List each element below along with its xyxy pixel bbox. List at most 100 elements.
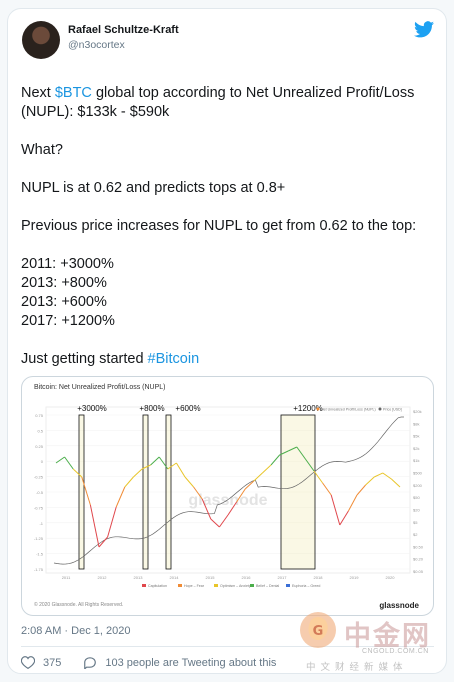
tweeting-about-text: 103 people are Tweeting about this: [105, 656, 277, 669]
nupl-line-segment: [373, 472, 384, 478]
author-handle[interactable]: @n3ocortex: [68, 39, 125, 51]
nupl-line-segment: [287, 446, 298, 452]
x-tick-label: 2020: [386, 575, 396, 580]
tweet-text-part: global top according to Net Unrealized P…: [21, 85, 417, 367]
tweet-card[interactable]: Rafael Schultze-Kraft @n3ocortex Next $B…: [7, 8, 447, 674]
nupl-line-segment: [158, 456, 169, 470]
nupl-line-segment: [98, 536, 108, 548]
gain-annotation: +1200%: [293, 404, 323, 413]
tweet-text-part: Next: [21, 85, 55, 101]
nupl-line-segment: [296, 446, 306, 460]
y-right-tick-label: $500: [413, 471, 423, 476]
tweet-text: Next $BTC global top according to Net Un…: [21, 65, 441, 369]
gain-annotation: +800%: [139, 404, 164, 413]
y-right-tick-label: $20: [413, 507, 420, 512]
x-tick-label: 2017: [278, 575, 288, 580]
y-left-tick-label: -0.75: [34, 505, 44, 510]
tweet-image[interactable]: Bitcoin: Net Unrealized Profit/Loss (NUP…: [21, 376, 434, 616]
nupl-line-segment: [270, 454, 280, 466]
nupl-line-segment: [391, 478, 401, 488]
nupl-line-segment: [133, 468, 143, 478]
nupl-line-segment: [72, 468, 83, 478]
y-right-tick-label: $0.05: [413, 569, 424, 574]
x-tick-label: 2015: [206, 575, 216, 580]
x-tick-label: 2014: [170, 575, 180, 580]
y-left-tick-label: 0.75: [35, 413, 44, 418]
y-left-tick-label: 0.5: [37, 428, 43, 433]
watermark-url: CNGOLD.COM.CN: [362, 648, 429, 655]
nupl-line-segment: [227, 501, 238, 516]
cngold-logo-icon: G: [300, 612, 336, 648]
nupl-line-segment: [81, 476, 91, 506]
nupl-line-segment: [141, 464, 151, 470]
y-left-tick-label: 0.25: [35, 444, 44, 449]
legend-price: Price [USD]: [383, 408, 402, 412]
chart-copyright: © 2020 Glassnode. All Rights Reserved.: [34, 602, 124, 608]
nupl-line-segment: [107, 506, 117, 538]
price-line: [53, 416, 404, 565]
chart-title: Bitcoin: Net Unrealized Profit/Loss (NUP…: [34, 384, 166, 391]
legend-marker: [286, 584, 290, 587]
nupl-line-segment: [210, 518, 220, 528]
plot-area: [45, 406, 411, 574]
x-tick-label: 2011: [62, 575, 71, 580]
hashtag-bitcoin-link[interactable]: #Bitcoin: [147, 351, 200, 367]
y-right-tick-label: $5k: [413, 434, 419, 439]
y-left-tick-label: 0: [41, 459, 44, 464]
nupl-line-segment: [124, 476, 134, 488]
y-right-tick-label: $200: [413, 483, 423, 488]
nupl-line-segment: [184, 476, 194, 488]
heart-icon: [21, 656, 35, 669]
y-right-tick-label: $2: [413, 532, 418, 537]
y-right-tick-label: $20k: [413, 409, 422, 414]
legend-label: Capitulation: [148, 584, 167, 588]
y-left-tick-label: -1.5: [36, 552, 44, 557]
x-tick-label: 2018: [314, 575, 324, 580]
nupl-line-segment: [262, 464, 272, 474]
y-left-tick-label: -0.25: [34, 475, 44, 480]
twitter-bird-icon[interactable]: [414, 21, 434, 38]
nupl-line-segment: [55, 456, 65, 464]
gain-annotation: +600%: [175, 404, 200, 413]
legend-marker-price: [378, 407, 382, 411]
x-tick-label: 2016: [242, 575, 252, 580]
top-period-box: [165, 414, 172, 570]
tweet-actions: 375 103 people are Tweeting about this: [21, 656, 298, 669]
legend-marker: [250, 584, 254, 587]
nupl-line-segment: [150, 456, 160, 466]
y-right-tick-label: $0.20: [413, 557, 424, 562]
y-right-tick-label: $2k: [413, 446, 419, 451]
legend-marker: [178, 584, 182, 587]
watermark-subtitle: 中文财经新媒体: [306, 662, 408, 673]
author-name[interactable]: Rafael Schultze-Kraft: [68, 24, 179, 36]
nupl-line-segment: [253, 472, 263, 482]
y-right-tick-label: $5: [413, 520, 418, 525]
like-button[interactable]: 375: [21, 656, 61, 669]
nupl-line-segment: [193, 486, 203, 500]
legend-label: Euphoria – Greed: [292, 584, 320, 588]
y-left-tick-label: -0.5: [36, 490, 44, 495]
top-period-box: [280, 414, 316, 570]
divider: [21, 646, 434, 647]
gain-annotation: +3000%: [77, 404, 107, 413]
legend-label: Hope – Fear: [184, 584, 205, 588]
nupl-line-segment: [347, 494, 358, 512]
nupl-line-segment: [64, 456, 74, 470]
top-period-box: [78, 414, 85, 570]
speech-bubble-icon: [84, 657, 97, 669]
y-right-tick-label: $8k: [413, 421, 419, 426]
legend-marker: [214, 584, 218, 587]
nupl-line-segment: [322, 482, 332, 496]
x-tick-label: 2012: [98, 575, 108, 580]
avatar[interactable]: [22, 21, 60, 59]
y-right-tick-label: $0.50: [413, 544, 424, 549]
y-right-tick-label: $50: [413, 495, 420, 500]
nupl-line-segment: [167, 462, 177, 470]
cashtag-btc-link[interactable]: $BTC: [54, 85, 92, 101]
nupl-line-segment: [330, 494, 341, 526]
nupl-line-segment: [218, 514, 229, 528]
svg-text:G: G: [313, 624, 324, 639]
tweet-timestamp[interactable]: 2:08 AM · Dec 1, 2020: [21, 625, 131, 637]
y-left-tick-label: -1: [39, 521, 43, 526]
tweeting-about-link[interactable]: 103 people are Tweeting about this: [83, 656, 276, 669]
